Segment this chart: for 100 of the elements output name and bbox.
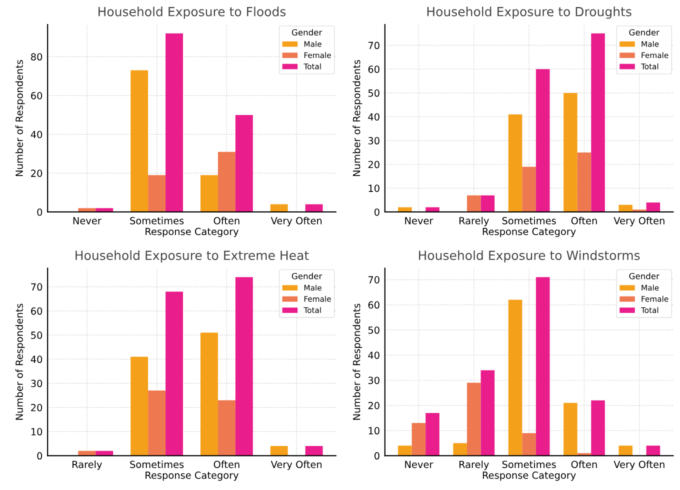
bar	[218, 152, 236, 212]
y-tick-label: 0	[374, 452, 380, 460]
y-tick-label: 50	[31, 332, 42, 339]
y-tick-label: 20	[368, 402, 380, 410]
bar	[591, 400, 605, 456]
y-tick-label: 50	[368, 89, 380, 97]
bar	[522, 433, 536, 456]
y-tick-label: 60	[31, 307, 42, 315]
bar	[522, 166, 536, 212]
bar	[536, 277, 550, 456]
bar	[412, 423, 426, 456]
x-axis-title: Response Category	[146, 472, 239, 481]
y-tick-label: 40	[368, 352, 380, 359]
y-tick-label: 20	[31, 404, 42, 412]
legend-title: Gender	[292, 272, 322, 280]
x-tick-label: Often	[214, 460, 240, 468]
bar	[166, 292, 184, 456]
y-tick-label: 50	[368, 326, 380, 334]
x-tick-label: Very Often	[614, 460, 664, 470]
y-tick-label: 30	[368, 376, 380, 384]
bar	[130, 356, 148, 456]
bar	[166, 33, 184, 212]
x-tick-label: Very Often	[270, 460, 322, 470]
bar	[426, 412, 440, 456]
bar	[577, 152, 592, 212]
bar	[398, 446, 412, 456]
x-axis-title: Response Category	[482, 228, 576, 238]
bar	[480, 370, 495, 456]
bar	[466, 195, 481, 212]
bar	[200, 332, 218, 456]
chart-title: Household Exposure to Floods	[98, 6, 286, 19]
x-tick-label: Sometimes	[130, 216, 184, 224]
bar	[270, 204, 288, 212]
y-tick-label: 60	[368, 301, 380, 309]
bar	[305, 204, 323, 212]
chart-title: Household Exposure to Windstorms	[419, 250, 640, 262]
chart-title: Household Exposure to Droughts	[427, 6, 632, 19]
x-axis-title: Response Category	[482, 472, 576, 481]
bar	[78, 208, 96, 212]
y-axis-title: Number of Respondents	[15, 60, 25, 176]
bar	[508, 300, 522, 456]
x-tick-label: Sometimes	[502, 460, 556, 468]
y-tick-label: 70	[368, 276, 380, 284]
y-tick-label: 0	[37, 208, 42, 216]
bar	[591, 33, 605, 212]
bar	[218, 400, 236, 456]
legend-title: Gender	[629, 272, 660, 280]
bar	[148, 175, 166, 212]
bar	[453, 443, 467, 456]
y-tick-label: 70	[31, 283, 42, 291]
legend-title: Gender	[292, 29, 322, 36]
x-tick-label: Never	[405, 217, 434, 224]
bar	[508, 114, 522, 212]
bar	[235, 114, 253, 212]
y-axis-title: Number of Respondents	[15, 304, 25, 420]
bar	[646, 202, 660, 212]
bar	[646, 446, 660, 456]
bar	[426, 207, 440, 212]
y-tick-label: 10	[368, 184, 380, 192]
y-axis-title: Number of Respondents	[352, 60, 362, 176]
y-tick-label: 60	[31, 92, 42, 100]
bar	[564, 402, 578, 456]
x-tick-label: Never	[405, 460, 434, 468]
y-tick-label: 0	[37, 452, 42, 460]
bar	[148, 390, 166, 456]
y-tick-label: 60	[368, 66, 380, 73]
x-tick-label: Very Often	[614, 216, 664, 226]
x-tick-label: Often	[214, 216, 240, 224]
bar	[305, 446, 323, 456]
y-tick-label: 40	[30, 130, 42, 138]
bar	[536, 69, 550, 212]
y-tick-label: 80	[31, 53, 42, 61]
bar	[130, 70, 148, 212]
legend-title: Gender	[629, 29, 660, 36]
x-tick-label: Often	[571, 460, 597, 468]
bar	[96, 208, 114, 212]
y-tick-label: 10	[368, 427, 380, 434]
y-tick-label: 30	[31, 380, 42, 388]
chart-title: Household Exposure to Extreme Heat	[76, 250, 309, 262]
y-tick-label: 10	[31, 428, 42, 436]
y-tick-label: 40	[30, 356, 42, 364]
bar	[564, 92, 578, 212]
bar	[618, 446, 633, 456]
x-tick-label: Sometimes	[130, 460, 184, 468]
y-tick-label: 20	[368, 160, 380, 168]
bar	[270, 446, 288, 456]
bar	[466, 382, 481, 456]
y-tick-label: 70	[368, 42, 380, 50]
bar	[398, 207, 412, 212]
bar	[618, 204, 633, 212]
x-tick-label: Rarely	[459, 216, 489, 226]
bar	[480, 195, 495, 212]
bar	[235, 277, 253, 456]
y-tick-label: 20	[31, 170, 42, 177]
x-axis-title: Response Category	[146, 228, 239, 238]
x-tick-label: Very Often	[270, 216, 322, 226]
y-tick-label: 0	[374, 208, 380, 216]
x-tick-label: Never	[73, 217, 102, 224]
y-tick-label: 30	[368, 137, 380, 144]
x-tick-label: Often	[571, 216, 597, 224]
